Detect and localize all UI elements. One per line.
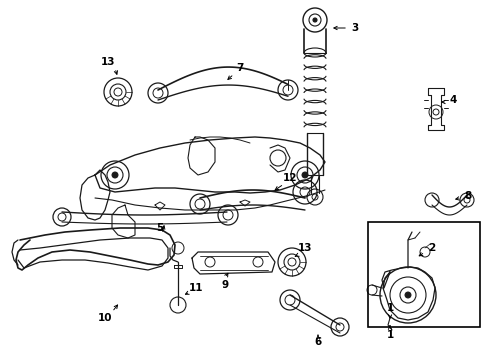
- Text: 1: 1: [387, 330, 393, 340]
- Circle shape: [405, 292, 411, 298]
- Text: 8: 8: [465, 191, 471, 201]
- Text: 13: 13: [101, 57, 115, 67]
- Text: 2: 2: [428, 243, 436, 253]
- Circle shape: [112, 172, 118, 178]
- Circle shape: [302, 172, 308, 178]
- Text: 7: 7: [236, 63, 244, 73]
- Text: 6: 6: [315, 337, 321, 347]
- Circle shape: [313, 18, 317, 22]
- Text: 11: 11: [189, 283, 203, 293]
- Text: 3: 3: [351, 23, 359, 33]
- Text: 5: 5: [156, 223, 164, 233]
- Text: 4: 4: [449, 95, 457, 105]
- Text: 9: 9: [221, 280, 228, 290]
- Text: 1: 1: [387, 303, 393, 313]
- Text: 13: 13: [298, 243, 312, 253]
- Text: 10: 10: [98, 313, 112, 323]
- Text: 12: 12: [283, 173, 297, 183]
